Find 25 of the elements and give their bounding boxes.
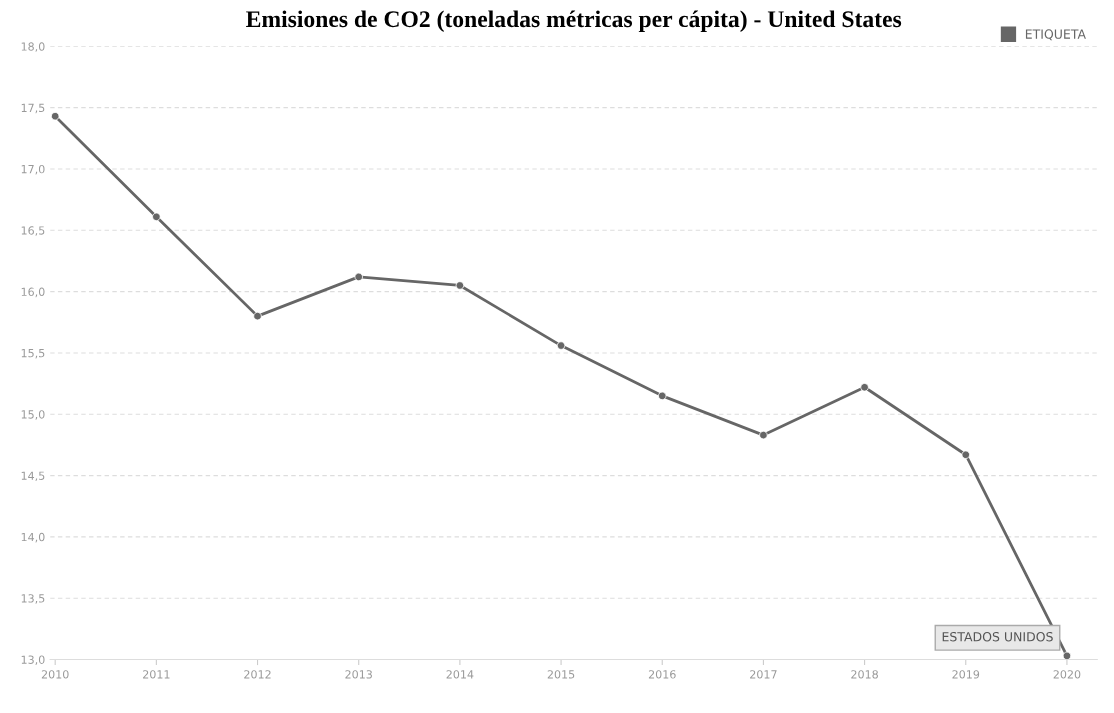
x-tick-label: 2018: [851, 670, 878, 679]
y-tick-label: 15,5: [21, 349, 45, 359]
y-tick-label: 13,0: [21, 655, 45, 666]
y-tick-label: 13,5: [21, 594, 45, 604]
x-tick-label: 2014: [446, 670, 474, 679]
legend-label: ETIQUETA: [1025, 29, 1086, 41]
y-tick-label: 18,0: [21, 42, 45, 52]
y-tick-label: 17,0: [21, 164, 45, 175]
y-tick-label: 17,5: [21, 103, 45, 114]
x-tick-label: 2016: [648, 670, 676, 679]
x-tick-label: 2012: [244, 670, 271, 679]
x-tick-label: 2017: [750, 670, 777, 679]
x-tick-label: 2015: [547, 670, 575, 679]
x-tick-label: 2020: [1053, 670, 1081, 679]
x-tick-label: 2019: [952, 670, 980, 679]
x-tick-label: 2010: [41, 670, 69, 679]
y-tick-label: 14,0: [21, 532, 45, 543]
y-tick-label: 15,0: [21, 410, 45, 420]
y-tick-label: 16,5: [21, 226, 45, 236]
chart-title: Emisiones de CO2 (toneladas métricas per cápita) - United States: [246, 10, 902, 32]
x-tick-label: 2011: [143, 670, 170, 679]
y-tick-label: 14,5: [21, 471, 45, 482]
y-tick-label: 16,0: [21, 287, 45, 298]
x-tick-label: 2013: [345, 670, 372, 679]
annotation: ESTADOS UNIDOS: [942, 631, 1053, 642]
